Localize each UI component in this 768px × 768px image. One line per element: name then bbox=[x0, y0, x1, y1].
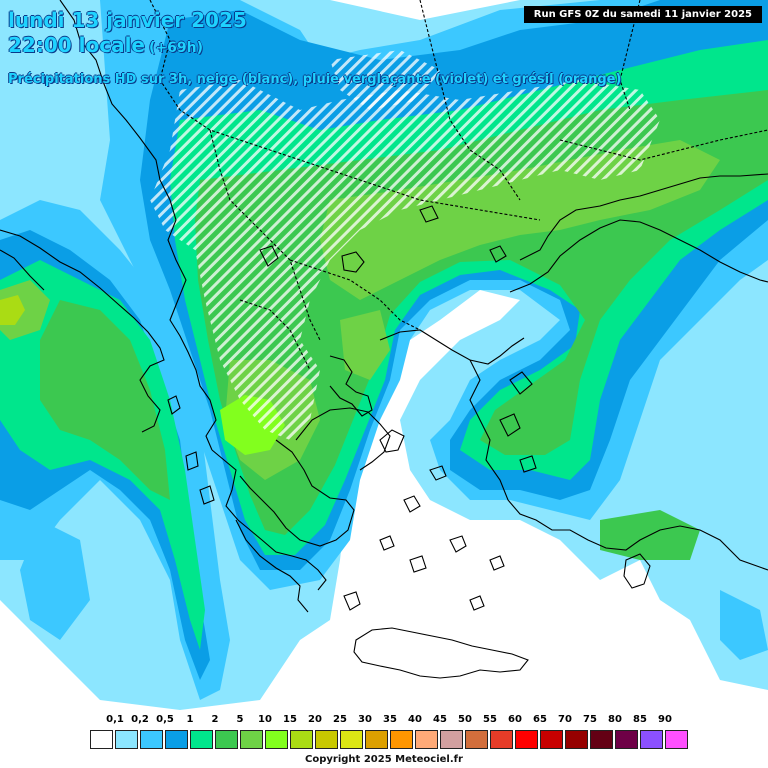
legend-label: 30 bbox=[358, 714, 372, 725]
legend-label: 35 bbox=[383, 714, 397, 725]
legend-swatch bbox=[490, 730, 513, 749]
legend-label: 70 bbox=[558, 714, 572, 725]
legend-label: 60 bbox=[508, 714, 522, 725]
legend-swatch bbox=[290, 730, 313, 749]
legend-swatch bbox=[515, 730, 538, 749]
legend-label: 55 bbox=[483, 714, 497, 725]
legend-label: 85 bbox=[633, 714, 647, 725]
legend-label: 1 bbox=[186, 714, 194, 725]
legend-swatch bbox=[465, 730, 488, 749]
legend-swatch bbox=[190, 730, 213, 749]
legend-label: 50 bbox=[458, 714, 472, 725]
legend-label: 90 bbox=[658, 714, 672, 725]
legend-swatch bbox=[440, 730, 463, 749]
legend-swatch bbox=[365, 730, 388, 749]
legend-label: 2 bbox=[211, 714, 219, 725]
legend-swatch bbox=[265, 730, 288, 749]
legend-swatch bbox=[640, 730, 663, 749]
legend-label: 5 bbox=[236, 714, 244, 725]
legend-swatch bbox=[90, 730, 113, 749]
legend-label: 40 bbox=[408, 714, 422, 725]
run-info-badge: Run GFS 0Z du samedi 11 janvier 2025 bbox=[523, 6, 762, 23]
legend-swatch bbox=[115, 730, 138, 749]
legend-swatch bbox=[540, 730, 563, 749]
legend-swatch bbox=[240, 730, 263, 749]
legend-swatch bbox=[140, 730, 163, 749]
legend-swatch bbox=[315, 730, 338, 749]
legend-label: 75 bbox=[583, 714, 597, 725]
legend-label: 65 bbox=[533, 714, 547, 725]
legend-swatch bbox=[390, 730, 413, 749]
coastlines-and-borders bbox=[0, 0, 768, 679]
legend-label: 20 bbox=[308, 714, 322, 725]
legend-label: 0,2 bbox=[131, 714, 149, 725]
legend-label: 0,5 bbox=[156, 714, 174, 725]
forecast-time: 22:00 locale (+69h) bbox=[8, 33, 203, 57]
legend-label: 25 bbox=[333, 714, 347, 725]
legend-label: 10 bbox=[258, 714, 272, 725]
copyright: Copyright 2025 Meteociel.fr bbox=[305, 754, 463, 765]
legend-swatch bbox=[665, 730, 688, 749]
legend-swatch bbox=[615, 730, 638, 749]
legend-label: 45 bbox=[433, 714, 447, 725]
legend-label: 0,1 bbox=[106, 714, 124, 725]
forecast-date: lundi 13 janvier 2025 bbox=[8, 8, 247, 32]
precipitation-legend: 0,1 0,2 0,5 1 2 5 10 15 20 25 30 35 40 45 50 55 60 65 70 75… bbox=[0, 712, 768, 768]
legend-label: 80 bbox=[608, 714, 622, 725]
forecast-time-label: 22:00 locale bbox=[8, 33, 145, 57]
snow-hatch-overlay bbox=[150, 50, 660, 440]
map-description: Précipitations HD sur 3h, neige (blanc),… bbox=[8, 72, 622, 87]
forecast-offset: (+69h) bbox=[149, 40, 203, 56]
legend-swatch bbox=[415, 730, 438, 749]
legend-label: 15 bbox=[283, 714, 297, 725]
legend-swatch bbox=[215, 730, 238, 749]
legend-swatch bbox=[165, 730, 188, 749]
legend-swatch bbox=[565, 730, 588, 749]
legend-swatch bbox=[590, 730, 613, 749]
legend-swatch bbox=[340, 730, 363, 749]
